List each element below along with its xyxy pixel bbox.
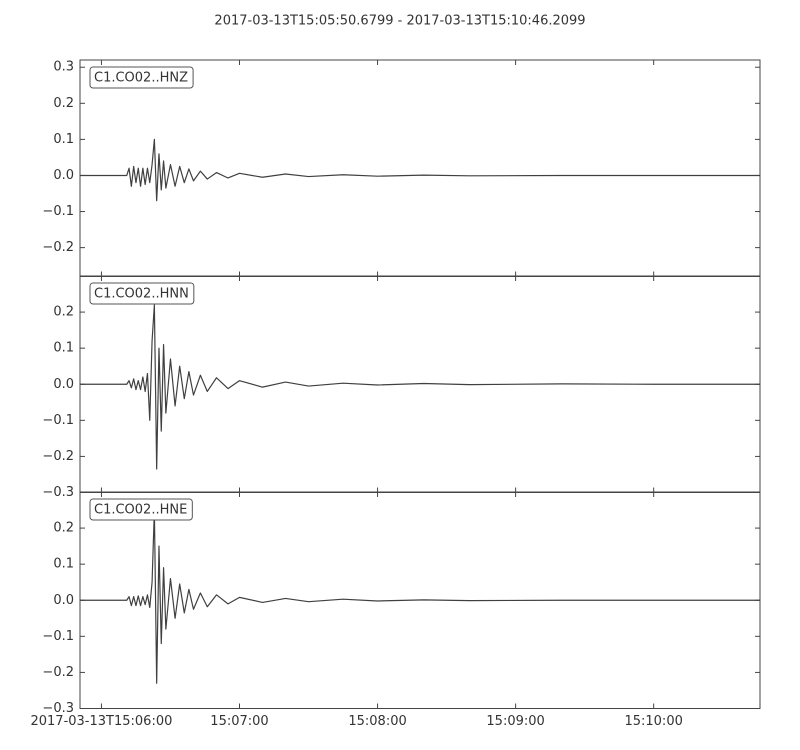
y-tick-label: −0.2 bbox=[42, 449, 74, 464]
figure-title: 2017-03-13T15:05:50.6799 - 2017-03-13T15… bbox=[214, 14, 585, 29]
x-tick-label: 2017-03-13T15:06:00 bbox=[30, 714, 172, 729]
trace-label-box bbox=[89, 498, 193, 521]
y-tick-label: 0.2 bbox=[53, 96, 74, 111]
y-tick-label: 0.1 bbox=[53, 341, 74, 356]
trace-label: C1.CO02..HNN bbox=[94, 287, 189, 302]
waveform bbox=[80, 509, 760, 684]
trace-label-box bbox=[89, 66, 194, 89]
y-tick-label: 0.1 bbox=[53, 557, 74, 572]
waveform bbox=[80, 304, 760, 470]
y-tick-label: 0.3 bbox=[53, 60, 74, 75]
y-tick-label: −0.2 bbox=[42, 240, 74, 255]
y-tick-label: −0.1 bbox=[42, 204, 74, 219]
waveform bbox=[80, 138, 760, 202]
y-tick-label: −0.3 bbox=[42, 701, 74, 716]
y-tick-label: 0.1 bbox=[53, 132, 74, 147]
y-tick-label: 0.0 bbox=[53, 593, 74, 608]
trace-label-box bbox=[89, 282, 195, 305]
y-tick-label: −0.2 bbox=[42, 665, 74, 680]
y-tick-label: −0.1 bbox=[42, 413, 74, 428]
y-tick-label: −0.3 bbox=[42, 485, 74, 500]
y-tick-label: −0.1 bbox=[42, 629, 74, 644]
x-tick-label: 15:10:00 bbox=[624, 714, 682, 729]
y-tick-label: 0.0 bbox=[53, 377, 74, 392]
x-tick-label: 15:08:00 bbox=[348, 714, 406, 729]
plot-frame bbox=[79, 59, 761, 277]
x-tick-label: 15:07:00 bbox=[210, 714, 268, 729]
y-tick-label: 0.0 bbox=[53, 168, 74, 183]
y-tick-label: 0.2 bbox=[53, 521, 74, 536]
trace-label: C1.CO02..HNE bbox=[94, 503, 187, 518]
trace-label: C1.CO02..HNZ bbox=[94, 71, 188, 86]
y-tick-label: 0.2 bbox=[53, 305, 74, 320]
x-tick-label: 15:09:00 bbox=[486, 714, 544, 729]
